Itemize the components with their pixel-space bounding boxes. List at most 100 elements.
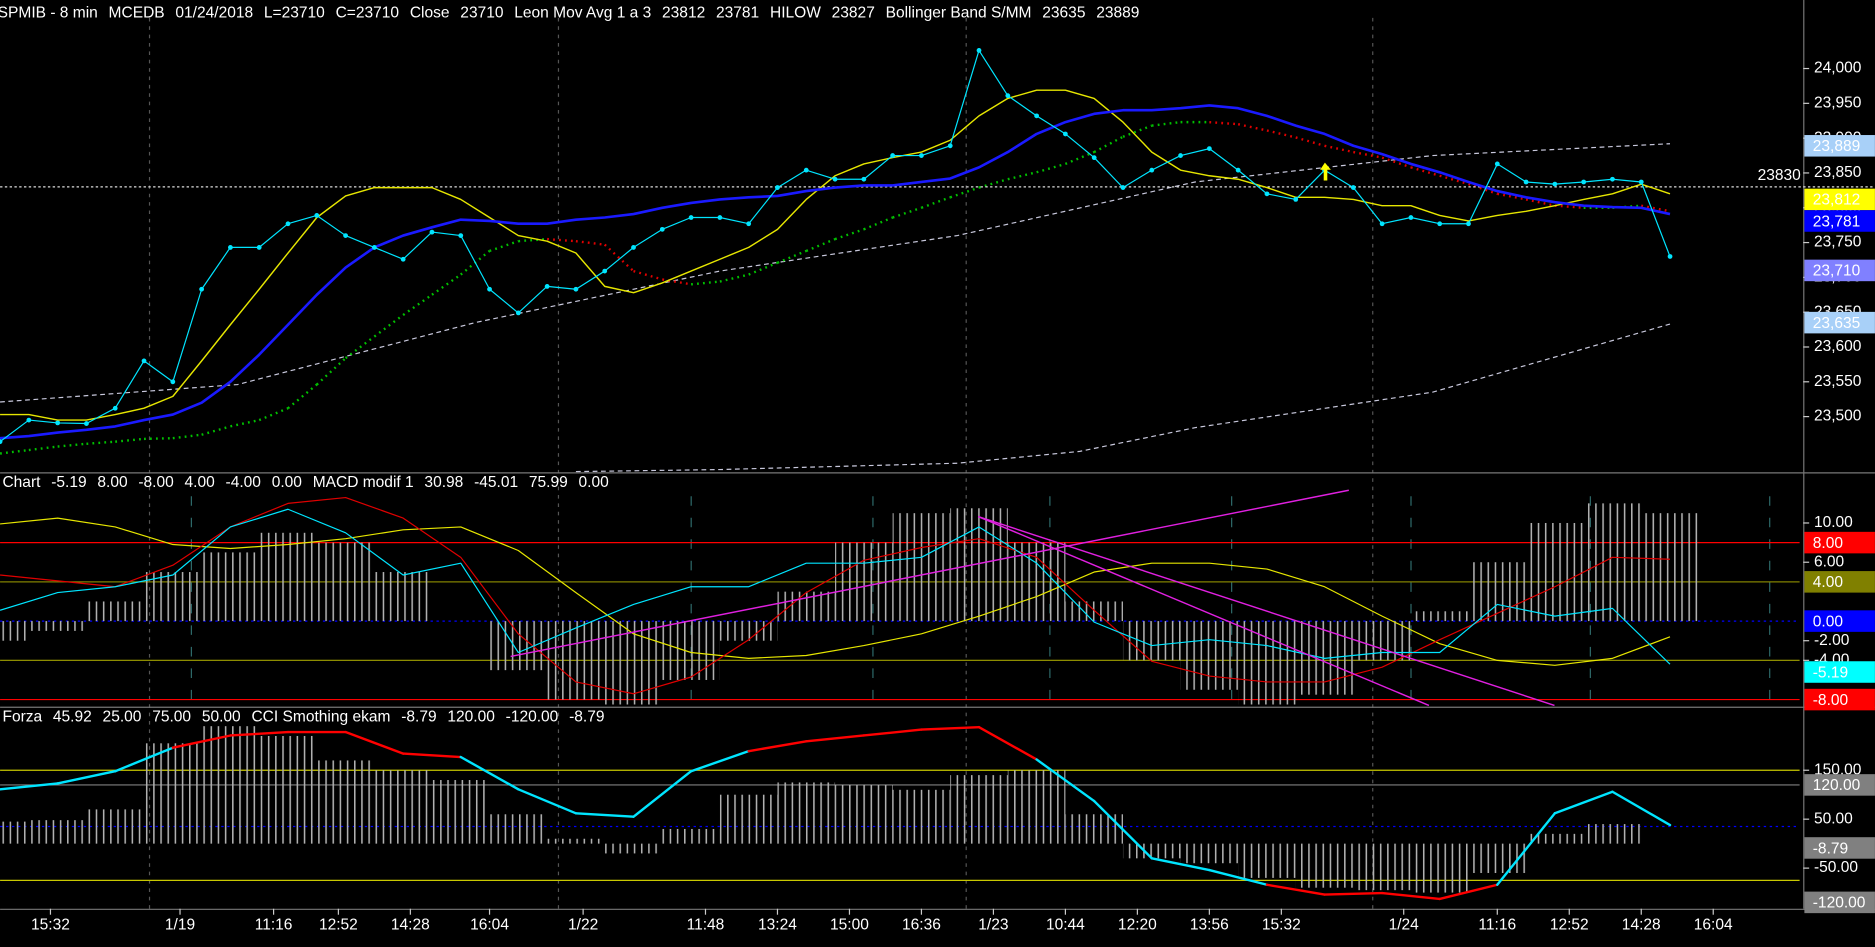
trendline <box>977 515 1430 707</box>
band-mid-segment <box>1151 120 1181 127</box>
y-tick-label: 23,850 <box>1814 164 1862 181</box>
series-dot <box>1063 131 1068 137</box>
band-mid-segment <box>892 206 922 219</box>
band-line <box>575 323 1671 473</box>
y-tick-label: 23,950 <box>1814 94 1862 111</box>
histogram-bar <box>1122 621 1181 661</box>
y-tick-label: 10.00 <box>1814 514 1853 531</box>
value-box-label: 23,781 <box>1813 213 1861 230</box>
histogram-bar <box>719 621 778 641</box>
series-dot <box>170 379 176 385</box>
histogram-bar <box>1065 814 1123 844</box>
series-dot <box>112 405 118 411</box>
x-tick-label: 14:28 <box>1622 917 1661 934</box>
series-dot <box>1034 113 1039 119</box>
header-item: 0.00 <box>272 474 303 491</box>
header-item: -8.79 <box>569 709 604 726</box>
histogram-bar <box>1468 562 1527 622</box>
histogram-bar <box>604 621 663 705</box>
header-item: 75.99 <box>529 474 568 491</box>
histogram-bar <box>719 794 778 844</box>
x-tick-label: 1/22 <box>568 917 598 934</box>
x-tick-label: 11:48 <box>687 917 725 934</box>
band-mid-segment <box>1353 150 1383 159</box>
header-item: 23889 <box>1096 4 1139 21</box>
histogram-bar <box>892 513 951 622</box>
series-dot <box>458 233 464 238</box>
histogram-bar <box>1007 542 1066 622</box>
header-item: MCEDB <box>109 4 165 21</box>
histogram-bar <box>1180 621 1239 690</box>
series-dot <box>1235 167 1241 173</box>
histogram-bar <box>1007 770 1066 844</box>
series-dot <box>1552 181 1558 187</box>
series-dot <box>746 221 752 227</box>
series-dot <box>544 284 550 289</box>
histogram-bar <box>1180 843 1239 864</box>
histogram-bar <box>1583 503 1642 622</box>
series-dot <box>84 421 89 426</box>
series-dot <box>400 256 406 262</box>
y-tick-label: 150.00 <box>1814 761 1862 778</box>
value-box-label: 23,710 <box>1813 263 1861 280</box>
x-tick-label: 15:32 <box>31 917 70 934</box>
signal-arrow <box>1320 162 1331 181</box>
band-mid-segment <box>230 418 260 428</box>
band-mid-segment <box>344 335 376 360</box>
band-mid-segment <box>1439 174 1469 186</box>
series-dot <box>256 245 262 250</box>
header-item: -4.00 <box>226 474 262 491</box>
indicator-segment <box>344 730 405 755</box>
series-dot <box>1293 197 1299 202</box>
band-mid-segment <box>690 280 720 286</box>
series-dot <box>1091 155 1097 161</box>
band-mid-segment <box>949 186 980 199</box>
indicator-segment <box>632 770 693 818</box>
series-dot <box>1264 191 1270 197</box>
series-dot <box>1437 221 1443 227</box>
indicator-segment <box>229 730 290 737</box>
header-item: 01/24/2018 <box>175 4 253 21</box>
header-item: MACD modif 1 <box>313 474 414 491</box>
band-mid-segment <box>603 243 635 272</box>
x-tick-label: 12:20 <box>1118 917 1157 934</box>
indicator-segment <box>1092 799 1153 860</box>
histogram-bar <box>201 552 260 622</box>
histogram-bar <box>1353 621 1411 661</box>
indicator-segment <box>1208 868 1269 886</box>
x-tick-label: 16:04 <box>470 917 509 934</box>
header-item: -45.01 <box>474 474 518 491</box>
value-box <box>1804 188 1875 211</box>
y-tick-label: 6.00 <box>1814 553 1845 570</box>
value-box-label: 23,889 <box>1813 138 1861 155</box>
x-tick-label: 10:44 <box>1046 917 1085 934</box>
histogram-bar <box>489 621 548 671</box>
x-tick-label: 13:56 <box>1190 917 1229 934</box>
series-dot <box>371 245 377 250</box>
header-item: -8.79 <box>401 709 436 726</box>
header-item: Close <box>410 4 450 21</box>
header-item: Leon Mov Avg 1 a 3 <box>514 4 651 21</box>
value-box <box>1804 610 1875 632</box>
histogram-bar <box>662 621 720 680</box>
value-box-label: 4.00 <box>1813 574 1844 591</box>
header-item: 23635 <box>1042 4 1085 21</box>
histogram-bar <box>1238 621 1296 705</box>
header-item: Bollinger Band S/MM <box>886 4 1032 21</box>
indicator-segment <box>171 734 232 749</box>
indicator-segment <box>1035 758 1096 803</box>
histogram-bar <box>1526 522 1584 622</box>
series-dot <box>1206 146 1212 151</box>
series-dot <box>1408 215 1414 220</box>
x-tick-label: 12:52 <box>1550 917 1589 934</box>
series-dot <box>1466 221 1471 227</box>
value-box <box>1804 311 1875 334</box>
x-tick-label: 13:24 <box>758 917 797 934</box>
value-box <box>1804 837 1875 859</box>
histogram-bar <box>0 821 29 844</box>
value-box-label: 8.00 <box>1813 535 1844 552</box>
histogram-bar <box>835 784 893 844</box>
indicator-segment <box>1611 790 1672 827</box>
histogram-bar <box>1583 824 1642 844</box>
x-tick-label: 15:32 <box>1262 917 1301 934</box>
